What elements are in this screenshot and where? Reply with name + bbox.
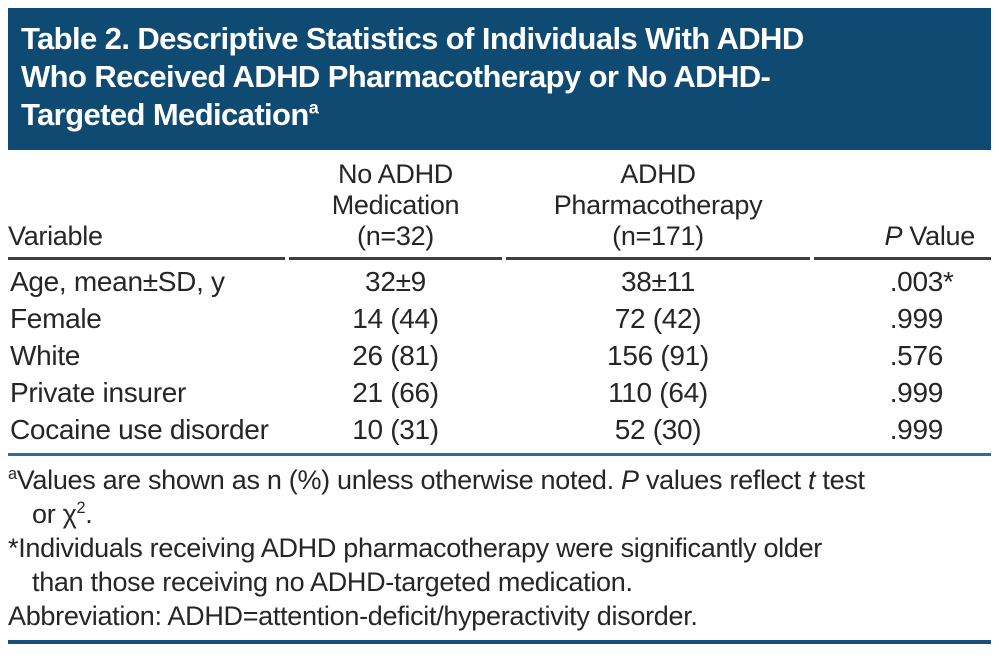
column-header-p-italic: P bbox=[884, 221, 903, 251]
footnote-significance-line-2: than those receiving no ADHD-targeted me… bbox=[32, 567, 633, 597]
p-value-number: .999 bbox=[889, 303, 944, 334]
footnote-a-chi-exponent: 2 bbox=[76, 499, 86, 517]
cell-p-value: .999 bbox=[814, 374, 991, 411]
column-header-pharm-line: Pharmacotherapy bbox=[553, 190, 763, 220]
cell-variable: Cocaine use disorder bbox=[10, 414, 269, 445]
table-figure: Table 2. Descriptive Statistics of Indiv… bbox=[8, 8, 991, 644]
table-row-female: Female 14 (44) 72 (42) .999 bbox=[8, 300, 991, 337]
p-value-number: .999 bbox=[889, 414, 944, 445]
column-header-p-rest: Value bbox=[902, 221, 975, 251]
column-header-variable: Variable bbox=[8, 221, 285, 260]
cell-pharmacotherapy: 72 (42) bbox=[614, 303, 702, 334]
column-header-p-value: P Value bbox=[814, 221, 991, 260]
table-title-line-3: Targeted Medicationa bbox=[21, 96, 977, 134]
table-title-bar: Table 2. Descriptive Statistics of Indiv… bbox=[8, 8, 991, 150]
footnote-a-marker: a bbox=[8, 465, 17, 483]
table-row-cocaine-use-disorder: Cocaine use disorder 10 (31) 52 (30) .99… bbox=[8, 411, 991, 448]
column-header-no-adhd-n: (n=32) bbox=[357, 221, 434, 251]
footnote-a-p-italic: P bbox=[621, 465, 639, 495]
cell-p-value: .999 bbox=[814, 300, 991, 337]
column-header-no-adhd-line: No ADHD bbox=[338, 159, 453, 189]
cell-variable: Private insurer bbox=[10, 377, 187, 408]
cell-variable: White bbox=[10, 340, 81, 371]
footnote-a-text: test bbox=[815, 465, 865, 495]
p-value-number: .999 bbox=[889, 377, 944, 408]
column-header-pharm-n: (n=171) bbox=[612, 221, 704, 251]
footnote-a-text: Values are shown as n (%) unless otherwi… bbox=[16, 465, 622, 495]
footnote-a-t-italic: t bbox=[808, 465, 816, 495]
cell-no-medication: 32±9 bbox=[365, 266, 426, 297]
table-end-rule bbox=[8, 453, 991, 456]
cell-variable: Age, mean±SD, y bbox=[10, 266, 225, 297]
footnote-abbreviation: Abbreviation: ADHD=attention-deficit/hyp… bbox=[8, 601, 698, 631]
footnote-a-line-1: aValues are shown as n (%) unless otherw… bbox=[8, 463, 991, 497]
table-body: Age, mean±SD, y 32±9 38±11 .003* Female … bbox=[8, 260, 991, 448]
column-header-no-adhd-line: Medication bbox=[331, 190, 460, 220]
table-row-white: White 26 (81) 156 (91) .576 bbox=[8, 337, 991, 374]
column-header-adhd-pharmacotherapy: ADHD Pharmacotherapy (n=171) bbox=[506, 159, 810, 260]
column-header-variable-label: Variable bbox=[8, 221, 103, 251]
cell-no-medication: 14 (44) bbox=[352, 303, 439, 334]
cell-p-value: .999 bbox=[814, 411, 991, 448]
footnote-significance-line-1: *Individuals receiving ADHD pharmacother… bbox=[8, 533, 823, 563]
cell-pharmacotherapy: 38±11 bbox=[620, 266, 696, 297]
p-value-number: .003 bbox=[889, 266, 944, 297]
footnote-a-chi: or χ bbox=[32, 499, 77, 529]
footnote-a-period: . bbox=[85, 499, 93, 529]
figure-end-rule bbox=[8, 640, 991, 644]
footnote-a-text: values reflect bbox=[638, 465, 809, 495]
table-header-row: Variable No ADHD Medication (n=32) ADHD … bbox=[8, 159, 991, 260]
cell-no-medication: 10 (31) bbox=[352, 414, 439, 445]
footnote-a-line-2: or χ2. bbox=[8, 497, 991, 531]
cell-variable: Female bbox=[10, 303, 102, 334]
table-row-age: Age, mean±SD, y 32±9 38±11 .003* bbox=[8, 263, 991, 300]
cell-p-value: .003* bbox=[889, 266, 954, 297]
table-title-line-2: Who Received ADHD Pharmacotherapy or No … bbox=[21, 59, 771, 94]
cell-pharmacotherapy: 156 (91) bbox=[607, 340, 709, 371]
table-title-line-3-text: Targeted Medication bbox=[21, 97, 309, 132]
column-header-pharm-line: ADHD bbox=[620, 159, 696, 189]
column-header-no-adhd-medication: No ADHD Medication (n=32) bbox=[289, 159, 502, 260]
cell-no-medication: 26 (81) bbox=[352, 340, 439, 371]
cell-pharmacotherapy: 52 (30) bbox=[614, 414, 702, 445]
table-footnotes: aValues are shown as n (%) unless otherw… bbox=[8, 463, 991, 633]
table-title-footnote-marker: a bbox=[308, 97, 319, 118]
table-row-private-insurer: Private insurer 21 (66) 110 (64) .999 bbox=[8, 374, 991, 411]
cell-no-medication: 21 (66) bbox=[352, 377, 439, 408]
cell-p-value: .576 bbox=[814, 337, 991, 374]
p-value-number: .576 bbox=[889, 340, 944, 371]
cell-pharmacotherapy: 110 (64) bbox=[608, 377, 708, 408]
table-title-line-1: Table 2. Descriptive Statistics of Indiv… bbox=[21, 21, 804, 56]
